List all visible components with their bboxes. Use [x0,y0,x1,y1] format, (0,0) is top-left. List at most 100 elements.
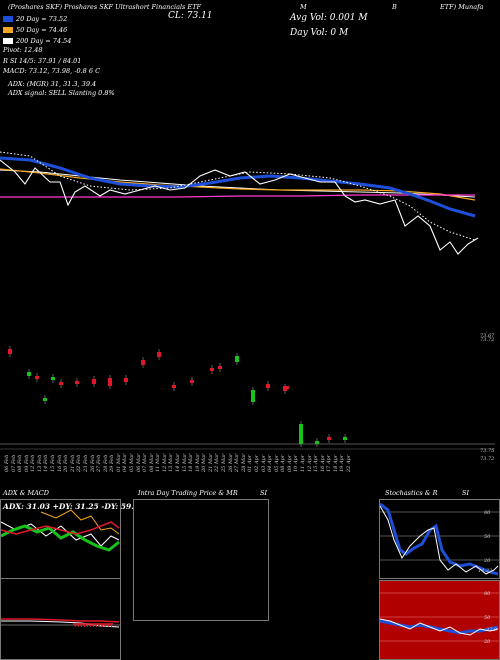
rsi-level-label: 50 [484,615,491,621]
stoch-d-line [380,505,499,575]
stoch-level-label: 20 [483,558,491,564]
stoch-plot: 80 50 20 14.22 [380,502,499,576]
date-label: 13 Mar [168,453,175,472]
macd-bar [91,623,92,625]
macd-bar [99,623,100,627]
date-label: 17 Apr [326,454,333,472]
plus-di-line [1,524,120,552]
candle-body [157,352,161,357]
adx-text: ADX: (MGR) 31, 31.3, 39.4 [8,80,97,88]
close-price-line [0,159,479,255]
date-label: 10 Apr [293,454,300,472]
macd-bar [93,623,94,627]
date-label: 20 Mar [201,453,208,472]
date-label: 29 Feb [109,454,116,472]
date-label: 11 Mar [155,453,162,472]
adx-plot [1,509,120,552]
date-label: 20 Feb [63,454,70,472]
candle-body [210,368,214,371]
candle-body [141,360,145,365]
date-label: 26 Feb [89,454,96,472]
rsi-level-label: 20 [483,639,491,645]
date-label: 15 Feb [50,454,57,472]
date-label: 23 Feb [82,454,89,472]
price-label: 73.67 [480,333,495,339]
stochastics-panel: 80 50 20 14.22 [379,499,500,579]
candle-body [59,382,63,385]
adx-values: ADX: 31.03 +DY: 31.25 -DY: 59.38 [3,502,145,511]
intraday-si: SI [260,489,268,497]
date-label: 11 Apr [299,454,306,472]
date-label: 19 Apr [339,454,346,472]
ema50-swatch [3,26,13,33]
stoch-title: Stochastics & R [385,489,438,497]
macd-bar [80,623,81,626]
date-label: 27 Mar [234,453,241,472]
candle-body [327,437,331,440]
macd-bar [101,623,102,626]
macd-bar [97,623,98,625]
date-label: 14 Mar [175,453,181,472]
ma-legend: 20 Day = 73.52 50 Day = 74.46 200 Day = … [3,13,100,77]
date-label: 19 Mar [194,453,201,472]
price-label: 73.72 [480,337,494,343]
price-label: 73.72 [480,456,494,462]
date-label: 25 Mar [221,453,228,472]
macd-bar [103,623,104,625]
candle-body [299,424,303,444]
date-label: 09 Feb [23,454,30,472]
legend-ema20-label: 20 Day = 73.52 [16,14,68,23]
macd-bar [92,623,93,626]
intraday-title: Intra Day Trading Price & MR [138,489,238,497]
macd-line [1,620,120,628]
macd-bar [100,623,101,625]
candle-body [266,384,270,388]
rsi-plot: 80 50 20 37.9 [380,591,499,645]
macd-bar [88,623,89,625]
macd-bar [84,623,85,627]
date-label: 14 Feb [43,454,50,472]
candle-body [51,377,55,380]
candle-body [92,379,96,384]
bollinger-line [0,151,476,241]
macd-plot [1,618,120,628]
date-label: 18 Mar [188,453,195,472]
macd-bar [95,623,96,626]
date-label: 22 Mar [214,453,221,472]
date-label: 01 Apr [247,454,254,472]
stoch-level-label: 80 [484,510,491,516]
date-label: 07 Feb [10,454,17,472]
date-label: 12 Apr [306,454,313,472]
rsi-panel: 80 50 20 37.9 [379,580,500,660]
candle-body [251,390,255,402]
legend-ema50: 50 Day = 74.46 [3,24,100,35]
macd-bar [102,623,103,627]
legend-ema200: 200 Day = 74.54 [3,35,100,46]
date-label: 16 Feb [56,454,63,472]
adx-panel-title: ADX & MACD [3,489,49,497]
macd-bar [98,623,99,626]
macd-bar [108,623,109,627]
date-label: 05 Apr [273,454,280,472]
ema20-line [0,156,476,218]
date-label: 28 Feb [102,454,109,472]
date-axis: 06 Feb 07 Feb 08 Feb 09 Feb 12 Feb 13 Feb 14 F… [0,454,500,474]
macd-bar [96,623,97,627]
macd-bar [111,623,112,627]
macd-bar [94,623,95,625]
macd-signal-line [1,618,120,623]
stoch-si: SI [462,489,470,497]
candlesticks [8,346,347,447]
adx-signal-text: ADX signal: SELL Slanting 0.8% [8,89,115,97]
macd-bar [78,623,79,627]
date-label: 07 Mar [142,453,149,472]
date-label: 06 Mar [135,453,142,472]
macd-bar [106,623,107,625]
macd-bar [83,623,84,626]
macd-bar [89,623,90,626]
day-volume: Day Vol: 0 M [290,28,349,38]
stoch-end-label: 14.22 [478,568,492,574]
macd-bar [87,623,88,627]
candle-body [124,378,128,382]
candle-body [8,349,12,354]
